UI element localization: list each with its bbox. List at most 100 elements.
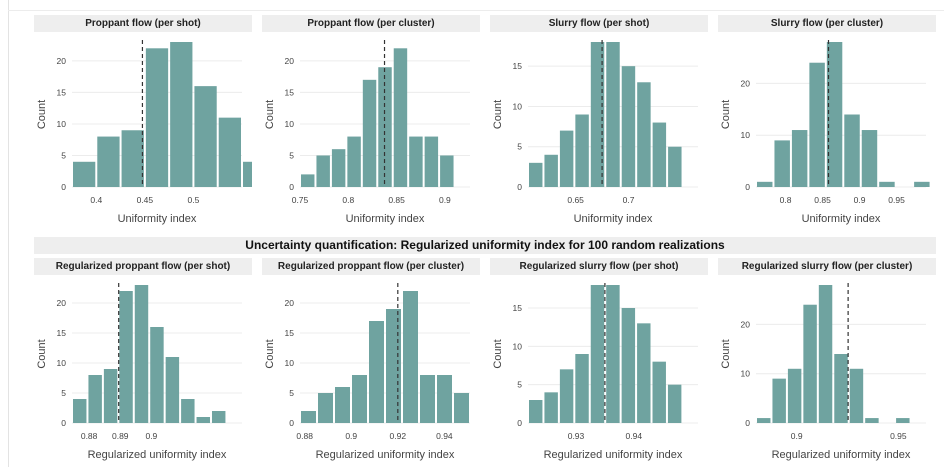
y-tick-label: 15 <box>57 87 67 97</box>
chart-title: Slurry flow (per shot) <box>490 15 708 32</box>
x-tick-label: 0.8 <box>342 195 354 205</box>
histogram-bar <box>454 393 469 423</box>
histogram-bar <box>896 418 910 423</box>
histogram-bar <box>787 368 802 423</box>
x-tick-label: 0.95 <box>888 195 905 205</box>
y-tick-label: 5 <box>289 388 294 398</box>
histogram-chart: 0 10 20 0.9 0.95 Regularized uniformity index… <box>720 283 926 461</box>
y-tick-label: 10 <box>741 369 751 379</box>
y-tick-label: 20 <box>741 319 751 329</box>
x-tick-label: 0.89 <box>112 431 129 441</box>
x-tick-label: 0.75 <box>292 195 309 205</box>
histogram-bar <box>181 399 195 423</box>
x-axis-label: Uniformity index <box>346 213 425 225</box>
histogram-bar <box>757 418 771 423</box>
chart-title: Regularized proppant flow (per shot) <box>34 258 252 275</box>
chart-panel: Slurry flow (per shot) 0 5 10 15 0.65 0.7 Unif… <box>490 15 708 232</box>
histogram-chart: 0 5 10 15 0.93 0.94 Regularized uniformity ind… <box>492 283 698 461</box>
x-tick-label: 0.5 <box>188 195 200 205</box>
chart-panel: Regularized slurry flow (per shot) 0 5 10 1… <box>490 258 708 468</box>
x-tick-label: 0.9 <box>854 195 866 205</box>
histogram-bar <box>165 357 180 423</box>
x-tick-label: 0.94 <box>436 431 453 441</box>
y-tick-label: 0 <box>289 182 294 192</box>
x-tick-label: 0.94 <box>626 431 643 441</box>
histogram-bar <box>637 82 651 187</box>
histogram-chart: 0 5 10 15 20 0.88 0.9 0.92 0.94 Regularized unifo… <box>264 283 470 461</box>
histogram-chart: 0 5 10 15 20 0.4 0.45 0.5 Uniformity index Count <box>36 40 252 225</box>
y-tick-label: 10 <box>285 358 295 368</box>
y-tick-label: 5 <box>517 380 522 390</box>
histogram-bar <box>218 117 241 187</box>
x-axis-label: Regularized uniformity index <box>544 449 683 461</box>
y-tick-label: 15 <box>513 303 523 313</box>
x-tick-label: 0.88 <box>296 431 313 441</box>
chart-title: Regularized slurry flow (per cluster) <box>718 258 936 275</box>
histogram-bar <box>243 161 252 187</box>
histogram-bar <box>818 285 833 423</box>
histogram-bar <box>668 146 682 187</box>
y-tick-label: 10 <box>57 358 67 368</box>
y-tick-label: 15 <box>285 328 295 338</box>
y-tick-label: 5 <box>289 150 294 160</box>
histogram-bar <box>97 136 120 187</box>
histogram-bar <box>347 136 361 187</box>
x-tick-label: 0.93 <box>568 431 585 441</box>
y-tick-label: 0 <box>289 418 294 428</box>
histogram-chart: 0 5 10 15 0.65 0.7 Uniformity index Count <box>492 40 698 225</box>
y-tick-label: 10 <box>741 130 751 140</box>
y-axis-label: Count <box>264 100 276 129</box>
histogram-bar <box>301 174 315 187</box>
histogram-bar <box>667 384 682 423</box>
histogram-bar <box>865 418 879 423</box>
histogram-bar <box>559 130 574 187</box>
y-tick-label: 20 <box>285 56 295 66</box>
histogram-bar <box>849 368 864 423</box>
histogram-bar <box>544 392 558 423</box>
histogram-bar <box>335 387 350 423</box>
x-tick-label: 0.45 <box>137 195 154 205</box>
chart-title: Proppant flow (per shot) <box>34 15 252 32</box>
histogram-bar <box>145 48 169 187</box>
y-tick-label: 0 <box>517 418 522 428</box>
x-tick-label: 0.95 <box>890 431 907 441</box>
histogram-bar <box>331 149 346 187</box>
x-axis-label: Regularized uniformity index <box>88 449 227 461</box>
histogram-bar <box>393 48 408 187</box>
x-tick-label: 0.7 <box>623 195 635 205</box>
chart-panel: Proppant flow (per cluster) 0 5 10 15 20 0.75… <box>262 15 480 232</box>
histogram-bar <box>606 285 620 423</box>
histogram-bar <box>529 400 543 423</box>
histogram-bar <box>73 399 87 423</box>
y-tick-label: 10 <box>285 119 295 129</box>
histogram-bar <box>590 42 605 187</box>
y-tick-label: 20 <box>57 56 67 66</box>
x-tick-label: 0.9 <box>439 195 451 205</box>
histogram-bar <box>559 369 574 423</box>
chart-panel: Regularized slurry flow (per cluster) 0 1… <box>718 258 936 468</box>
x-tick-label: 0.85 <box>388 195 405 205</box>
histogram-bar <box>440 155 454 187</box>
histogram-bar <box>803 304 817 423</box>
histogram-bar <box>529 162 543 187</box>
histogram-bar <box>606 42 620 187</box>
histogram-bar <box>772 378 786 423</box>
histogram-bar <box>194 86 217 187</box>
y-tick-label: 0 <box>517 182 522 192</box>
histogram-bar <box>170 42 193 187</box>
histogram-bar <box>575 114 589 187</box>
histogram-bar <box>134 285 149 423</box>
x-axis-label: Uniformity index <box>118 213 197 225</box>
x-tick-label: 0.88 <box>81 431 98 441</box>
chart-title: Proppant flow (per cluster) <box>262 15 480 32</box>
y-tick-label: 15 <box>513 61 523 71</box>
x-axis-label: Uniformity index <box>574 213 653 225</box>
x-tick-label: 0.65 <box>567 195 584 205</box>
histogram-chart: 0 5 10 15 20 0.75 0.8 0.85 0.9 Uniformity index Co… <box>264 40 470 225</box>
histogram-bar <box>914 181 930 187</box>
histogram-bar <box>575 354 589 423</box>
histogram-bar <box>352 375 367 423</box>
histogram-bar <box>826 42 843 187</box>
histogram-bar <box>362 79 377 187</box>
histogram-bar <box>103 369 118 423</box>
